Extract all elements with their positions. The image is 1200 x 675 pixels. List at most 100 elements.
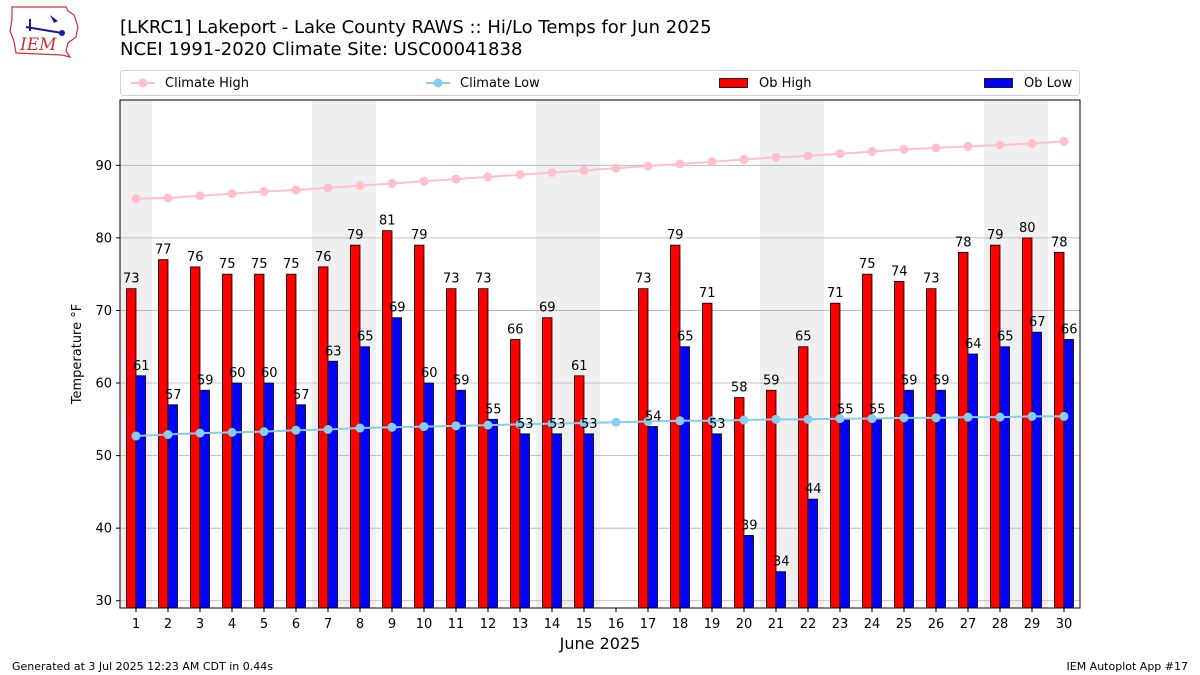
climate-high-point	[707, 157, 717, 167]
plot-frame	[119, 99, 1081, 609]
climate-low-point	[131, 431, 141, 441]
ob-high-bar	[702, 302, 713, 609]
ob-low-label: 67	[1029, 315, 1046, 330]
ob-low-label: 64	[965, 337, 982, 352]
climate-high-point	[995, 140, 1005, 150]
ob-low-label: 34	[773, 555, 790, 570]
ob-low-bar	[135, 375, 146, 609]
legend-ob-low-label: Ob Low	[1024, 75, 1073, 91]
ob-high-label: 75	[251, 257, 268, 272]
ob-low-bar	[519, 433, 530, 609]
ob-low-label: 54	[645, 410, 662, 425]
ob-low-bar	[423, 382, 434, 609]
ob-high-label: 75	[219, 257, 236, 272]
ob-high-bar	[446, 288, 457, 609]
climate-high-point	[1027, 139, 1037, 149]
legend-ob-high: Ob High	[719, 71, 812, 95]
ob-low-bar	[999, 346, 1010, 609]
ob-low-bar	[327, 360, 338, 609]
ob-high-label: 79	[987, 228, 1004, 243]
ob-high-label: 59	[763, 373, 780, 388]
ob-low-label: 59	[453, 373, 470, 388]
ob-high-bar	[318, 266, 329, 609]
ob-low-bar	[1063, 339, 1074, 609]
ob-high-label: 71	[699, 286, 716, 301]
climate-high-point	[867, 147, 877, 157]
ob-high-bar	[1054, 251, 1065, 609]
ob-low-label: 65	[677, 330, 694, 345]
ob-high-label: 74	[891, 264, 908, 279]
ob-low-bar	[551, 433, 562, 609]
ob-low-label: 60	[229, 366, 246, 381]
climate-high-point	[419, 176, 429, 186]
ob-low-label: 59	[197, 373, 214, 388]
climate-low-point	[963, 412, 973, 422]
climate-high-point	[739, 155, 749, 165]
ob-low-label: 63	[325, 344, 342, 359]
ob-high-label: 78	[1051, 235, 1068, 250]
ob-low-label: 39	[741, 518, 758, 533]
ob-low-bar	[647, 426, 658, 609]
x-tick-label: 2	[164, 617, 172, 632]
climate-high-point	[1059, 136, 1069, 146]
ob-low-label: 53	[581, 417, 598, 432]
ob-high-bar	[830, 302, 841, 609]
ob-low-label: 69	[389, 301, 406, 316]
ob-high-bar	[222, 273, 233, 609]
ob-high-label: 73	[635, 272, 652, 287]
climate-low-point	[803, 414, 813, 424]
x-tick-label: 12	[480, 617, 497, 632]
ob-high-label: 73	[923, 272, 940, 287]
ob-low-label: 59	[901, 373, 918, 388]
x-tick-label: 1	[132, 617, 140, 632]
y-tick-label: 40	[95, 522, 112, 537]
climate-high-point	[131, 194, 141, 204]
ob-high-bar	[670, 244, 681, 609]
ob-low-label: 65	[997, 330, 1014, 345]
y-tick-label: 50	[95, 449, 112, 464]
climate-high-point	[323, 183, 333, 193]
ob-high-label: 76	[187, 250, 204, 265]
ob-low-label: 53	[517, 417, 534, 432]
climate-high-point	[803, 151, 813, 161]
x-tick-label: 18	[672, 617, 689, 632]
ob-high-label: 79	[411, 228, 428, 243]
climate-low-point	[515, 419, 525, 429]
ob-high-bar	[382, 230, 393, 609]
ob-high-label: 75	[283, 257, 300, 272]
ob-low-label: 66	[1061, 322, 1078, 337]
climate-high-point	[451, 174, 461, 184]
ob-low-bar	[679, 346, 690, 609]
climate-high-point	[899, 144, 909, 154]
ob-high-bar	[734, 397, 745, 609]
x-tick-label: 8	[356, 617, 364, 632]
ob-high-label: 71	[827, 286, 844, 301]
climate-low-point	[707, 416, 717, 426]
legend-ob-low-swatch	[984, 78, 1013, 88]
climate-low-point	[419, 422, 429, 432]
climate-low-point	[547, 419, 557, 429]
climate-low-point	[675, 416, 685, 426]
ob-high-label: 73	[475, 272, 492, 287]
x-tick-label: 20	[736, 617, 753, 632]
ob-high-label: 76	[315, 250, 332, 265]
ob-low-bar	[839, 418, 850, 609]
x-tick-label: 19	[704, 617, 721, 632]
x-tick-label: 13	[512, 617, 529, 632]
climate-low-point	[643, 416, 653, 426]
ob-high-label: 80	[1019, 221, 1036, 236]
climate-high-point	[227, 189, 237, 199]
legend: Climate High Climate Low Ob High Ob Low	[120, 70, 1080, 96]
ob-high-bar	[798, 346, 809, 609]
climate-high-point	[579, 165, 589, 175]
climate-high-point	[515, 170, 525, 180]
climate-low-point	[995, 412, 1005, 422]
ob-high-bar	[574, 375, 585, 609]
x-tick-label: 14	[544, 617, 561, 632]
climate-low-point	[195, 428, 205, 438]
ob-low-bar	[775, 571, 786, 609]
ob-high-bar	[1022, 237, 1033, 609]
ob-high-bar	[478, 288, 489, 609]
ob-high-label: 79	[667, 228, 684, 243]
climate-low-point	[1027, 411, 1037, 421]
